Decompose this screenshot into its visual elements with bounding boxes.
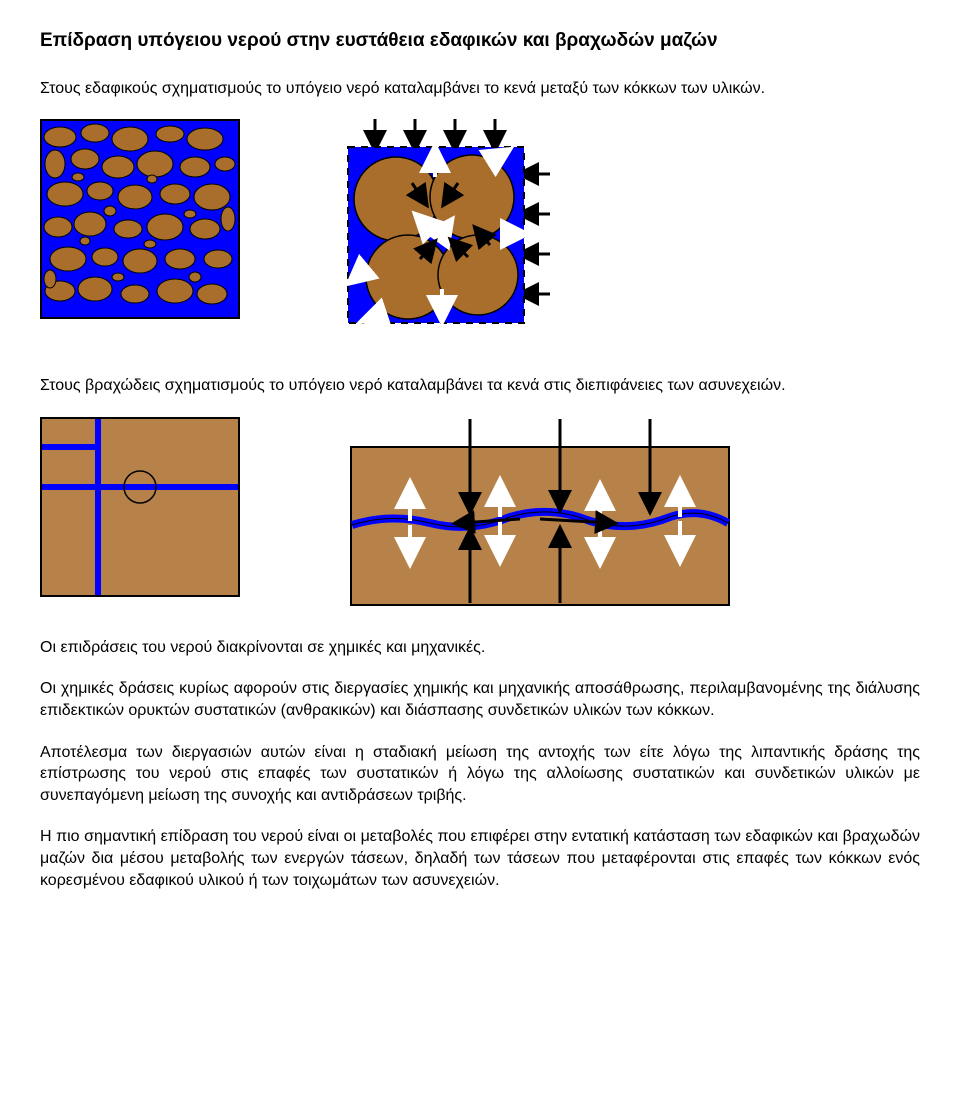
paragraph-5: Αποτέλεσμα των διεργασιών αυτών είναι η …	[40, 742, 920, 807]
paragraph-4: Οι χημικές δράσεις κυρίως αφορούν στις δ…	[40, 678, 920, 721]
figure-row-2	[40, 417, 920, 607]
paragraph-1: Στους εδαφικούς σχηματισμούς το υπόγειο …	[40, 78, 920, 100]
figure-soil-grains	[40, 119, 240, 319]
paragraph-2: Στους βραχώδεις σχηματισμούς το υπόγειο …	[40, 375, 920, 397]
paragraph-6: Η πιο σημαντική επίδραση του νερού είναι…	[40, 826, 920, 891]
figure-rock-crack-pressure	[350, 417, 730, 607]
figure-rock-joints	[40, 417, 240, 597]
figure-row-1	[40, 119, 920, 349]
paragraph-3: Οι επιδράσεις του νερού διακρίνονται σε …	[40, 637, 920, 659]
figure-soil-pore-pressure	[320, 119, 550, 349]
page-title: Επίδραση υπόγειου νερού στην ευστάθεια ε…	[40, 28, 920, 54]
